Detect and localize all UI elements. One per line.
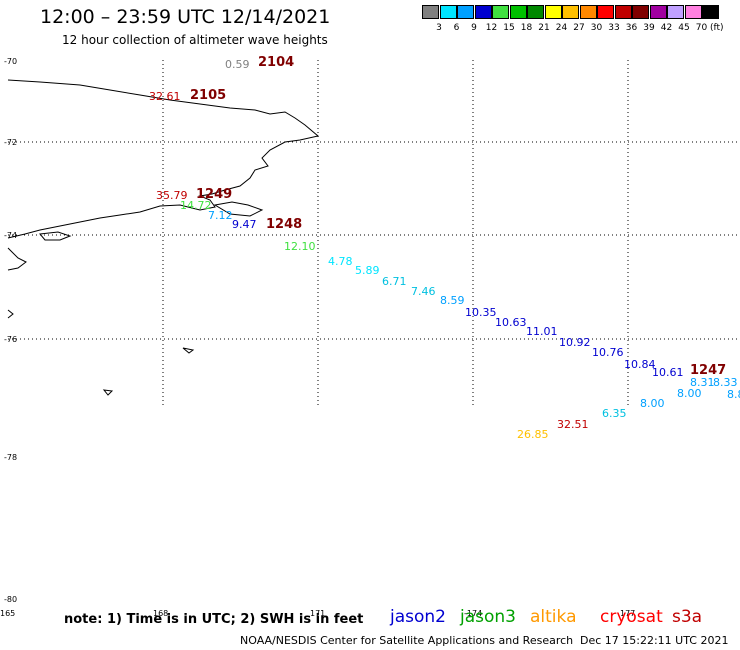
scale-swatch	[562, 5, 579, 19]
wave-height-value: 8.00	[677, 387, 702, 400]
wave-height-value: 7.46	[411, 285, 436, 298]
wave-height-value: 26.85	[517, 428, 549, 441]
wave-height-value: 10.76	[592, 346, 624, 359]
wave-height-value: 10.61	[652, 366, 684, 379]
scale-swatch	[422, 5, 439, 19]
wave-height-value: 6.35	[602, 407, 627, 420]
coastline	[7, 79, 320, 396]
scale-swatch	[509, 5, 527, 19]
scale-label: 27	[573, 23, 585, 33]
lat-label: -74	[4, 231, 18, 240]
scale-label: 24	[555, 23, 568, 33]
lon-label: -174	[464, 609, 483, 618]
scale-swatch	[684, 5, 702, 19]
wave-height-value: 5.89	[355, 264, 380, 277]
scale-label: 15	[503, 23, 515, 33]
scale-swatch	[579, 5, 597, 19]
scale-swatch	[492, 5, 509, 19]
scale-label: 9	[471, 23, 477, 33]
lat-label: -78	[4, 453, 18, 462]
wave-height-value: 12.10	[284, 240, 316, 253]
wave-height-value: 10.84	[624, 358, 656, 371]
wave-height-value: 8.31	[690, 376, 715, 389]
lon-label: 177	[620, 609, 636, 618]
wave-height-value: 35.79	[156, 189, 188, 202]
lon-label: 165	[0, 609, 16, 618]
satellite-cryosat: cryosat	[600, 607, 663, 627]
scale-label: 30	[590, 23, 603, 33]
graticule	[8, 60, 740, 406]
scale-swatch	[439, 5, 457, 19]
wave-height-value: 6.71	[382, 275, 407, 288]
wave-height-value: 0.59	[225, 58, 250, 71]
map-title: 12:00 – 23:59 UTC 12/14/2021	[40, 6, 331, 28]
wave-height-value: 8.59	[440, 294, 465, 307]
footer-note: note: 1) Time is in UTC; 2) SWH is in fe…	[64, 612, 364, 627]
scale-unit: (ft)	[710, 23, 724, 33]
scale-label: 3	[436, 23, 442, 33]
scale-swatch	[597, 5, 614, 19]
wave-height-value: 4.78	[328, 255, 353, 268]
pass-time-label: 1247	[690, 363, 727, 378]
wave-height-value: 11.01	[526, 325, 558, 338]
lon-label: 168	[153, 609, 169, 618]
scale-label: 6	[453, 23, 460, 33]
wave-height-value: 10.92	[559, 336, 591, 349]
wave-height-value: 9.47	[232, 218, 257, 231]
satellite-jason2: jason2	[390, 607, 446, 627]
scale-swatch	[474, 5, 492, 19]
satellite-altika: altika	[530, 607, 577, 627]
wave-height-value: 8.33	[713, 376, 738, 389]
lat-label: -72	[4, 138, 18, 147]
wave-height-value: 32.51	[557, 418, 589, 431]
scale-label: 36	[625, 23, 638, 33]
satellite-jason3: jason3	[460, 607, 516, 627]
wave-height-value: 14.72	[180, 199, 212, 212]
wave-height-value: 8.00	[640, 397, 665, 410]
scale-swatch	[702, 5, 719, 19]
scale-label: 18	[520, 23, 533, 33]
generation-timestamp: Dec 17 15:22:11 UTC 2021	[580, 634, 729, 647]
lat-label: -70	[4, 57, 18, 66]
wave-height-value: 7.12	[208, 209, 233, 222]
wave-height-value: 8.8	[727, 388, 740, 401]
scale-swatch	[614, 5, 632, 19]
pass-time-label: 2104	[258, 55, 295, 70]
scale-label: 45	[678, 23, 690, 33]
pass-time-label: 1249	[196, 187, 233, 202]
pass-time-label: 1248	[266, 217, 303, 232]
pass-time-label: 2105	[190, 88, 227, 103]
scale-label: 33	[608, 23, 620, 33]
lon-label: 171	[310, 609, 326, 618]
map-subtitle: 12 hour collection of altimeter wave hei…	[62, 33, 328, 47]
lat-label: -80	[4, 595, 18, 604]
scale-swatch	[457, 5, 474, 19]
scale-swatch	[527, 5, 544, 19]
satellite-s3a: s3a	[672, 607, 703, 627]
wave-height-value: 10.63	[495, 316, 527, 329]
scale-label: 42	[660, 23, 673, 33]
scale-label: 70	[695, 23, 708, 33]
scale-label: 12	[485, 23, 498, 33]
scale-swatch	[544, 5, 562, 19]
scale-swatch	[632, 5, 649, 19]
wave-height-value: 32.61	[149, 90, 181, 103]
credit-line: NOAA/NESDIS Center for Satellite Applica…	[240, 634, 574, 647]
lat-label: -76	[4, 335, 18, 344]
wave-height-value: 10.35	[465, 306, 497, 319]
scale-swatch	[649, 5, 667, 19]
scale-label: 39	[643, 23, 655, 33]
scale-swatch	[667, 5, 684, 19]
scale-label: 21	[538, 23, 550, 33]
